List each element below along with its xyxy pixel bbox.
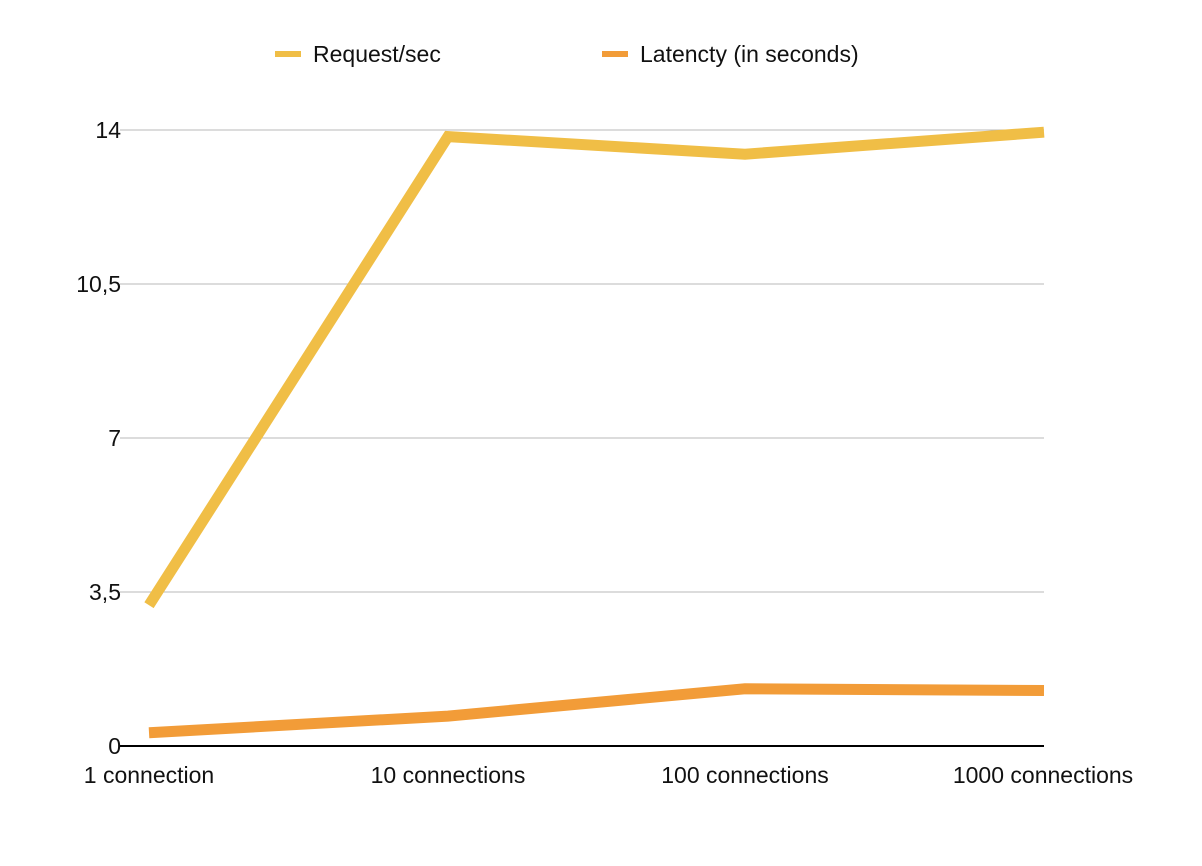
- y-tick-label: 7: [108, 425, 121, 451]
- x-tick-label: 100 connections: [661, 762, 829, 788]
- legend-label: Request/sec: [313, 41, 441, 67]
- legend-label: Latencty (in seconds): [640, 41, 859, 67]
- y-tick-label: 14: [95, 117, 121, 143]
- legend-entry: Request/sec: [275, 41, 441, 67]
- x-tick-label: 1000 connections: [953, 762, 1133, 788]
- x-tick-label: 1 connection: [84, 762, 214, 788]
- legend: Request/sec Latencty (in seconds): [275, 41, 859, 67]
- series-line-request-per-sec: [144, 126, 1045, 609]
- y-tick-label: 3,5: [89, 579, 121, 605]
- x-tick-label: 10 connections: [371, 762, 526, 788]
- x-axis-ticks: 1 connection 10 connections 100 connection…: [84, 762, 1133, 788]
- y-tick-label: 0: [108, 733, 121, 759]
- y-tick-label: 10,5: [76, 271, 121, 297]
- y-axis-ticks: 0 3,5 7 10,5 14: [76, 117, 121, 759]
- series-line-latency: [148, 683, 1045, 739]
- gridlines: [120, 129, 1044, 747]
- legend-entry: Latencty (in seconds): [602, 41, 859, 67]
- series-lines: [144, 126, 1045, 739]
